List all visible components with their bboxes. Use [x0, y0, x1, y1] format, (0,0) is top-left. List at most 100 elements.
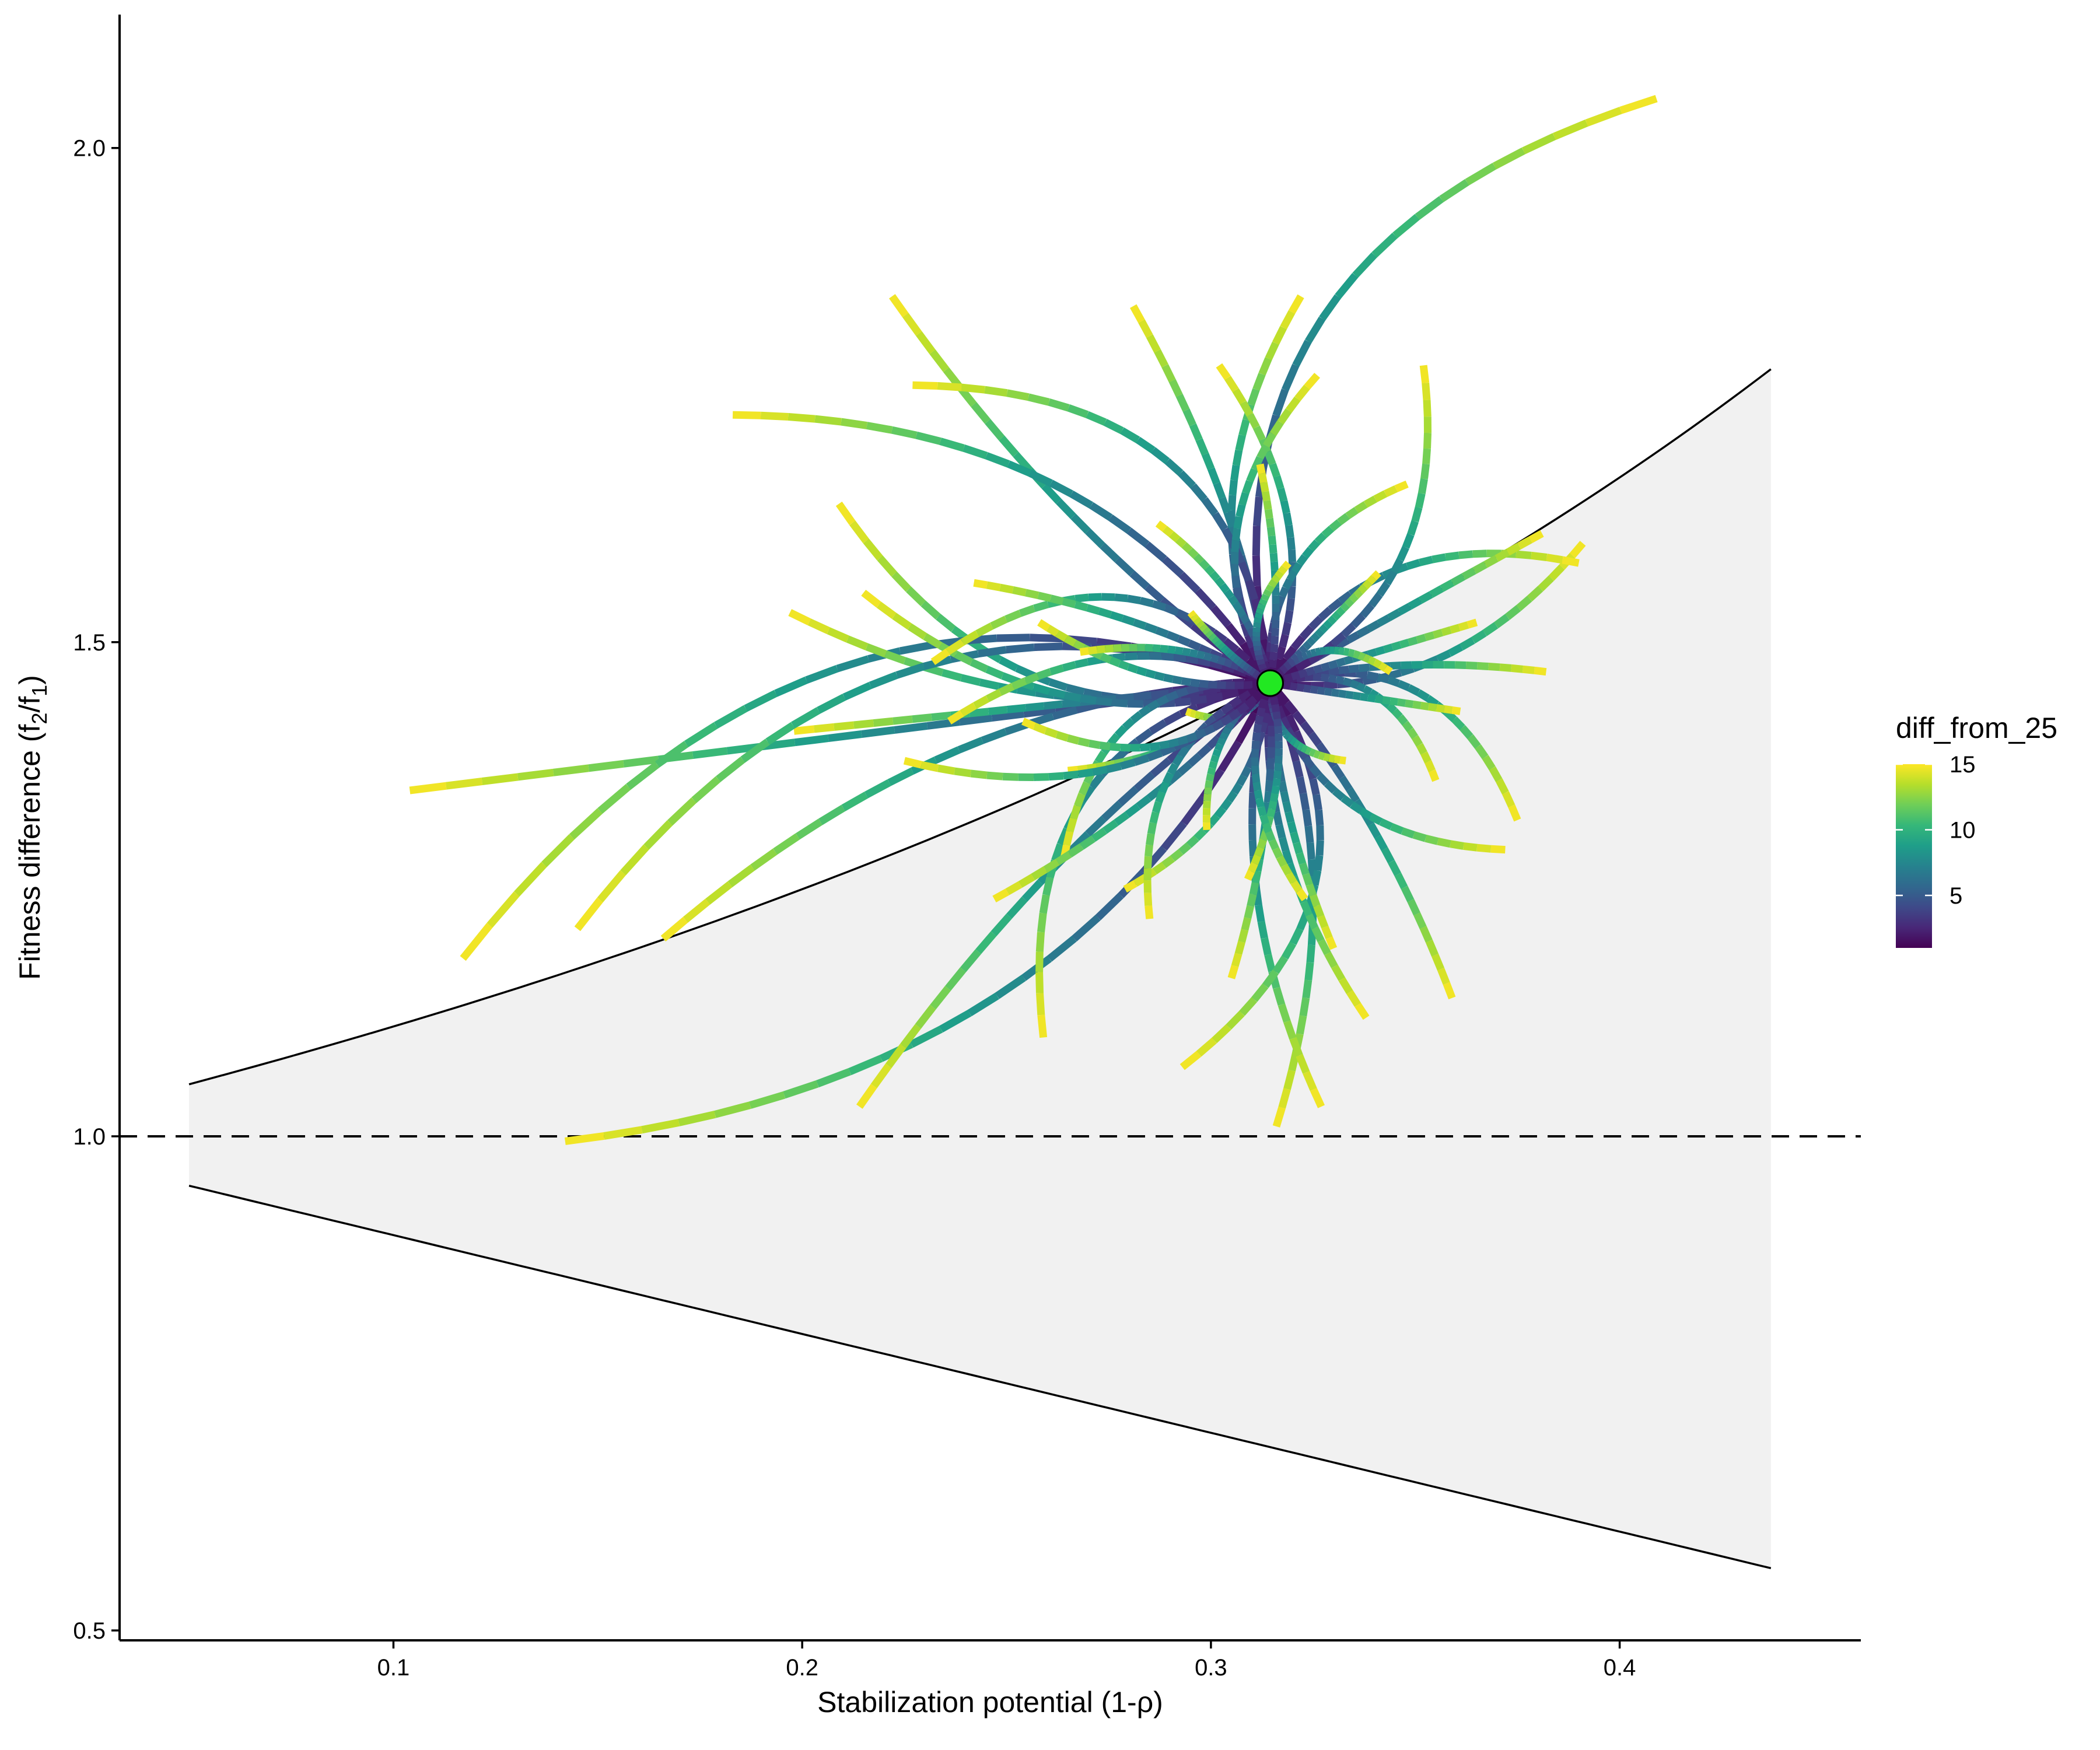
trajectory-segment	[1340, 602, 1350, 612]
trajectory-segment	[1194, 710, 1201, 719]
trajectory-segment	[1280, 500, 1290, 514]
trajectory-segment	[1187, 547, 1199, 559]
trajectory-segment	[1268, 659, 1277, 668]
trajectory-segment	[1397, 603, 1412, 615]
trajectory-segment	[1253, 723, 1262, 733]
trajectory-segment	[1168, 531, 1181, 542]
trajectory-segment	[1021, 718, 1036, 730]
trajectory-segment	[1273, 986, 1286, 1006]
trajectory-segment	[1278, 836, 1290, 852]
trajectory-segment	[1088, 772, 1105, 790]
trajectory-segment	[1302, 640, 1312, 650]
trajectory-segment	[1356, 625, 1370, 638]
trajectory-segment	[1062, 597, 1076, 608]
trajectory-segment	[1114, 724, 1128, 738]
trajectory-segment	[929, 349, 950, 372]
trajectory-segment	[1381, 847, 1395, 864]
trajectory-segment	[1508, 804, 1521, 822]
trajectory-segment	[1495, 778, 1509, 794]
trajectory-segment	[1070, 804, 1082, 820]
trajectory-segment	[876, 601, 897, 620]
trajectory-segment	[1150, 757, 1172, 778]
trajectory-segment	[1176, 687, 1189, 698]
trajectory-segment	[1041, 483, 1062, 504]
trajectory-segment	[1321, 673, 1329, 682]
trajectory-segment	[1166, 690, 1179, 702]
trajectory-segment	[1163, 772, 1174, 785]
trajectory-segment	[1099, 741, 1111, 751]
trajectory-segment	[1100, 653, 1112, 664]
trajectory-segment	[1226, 1010, 1245, 1030]
trajectory-segment	[1256, 444, 1270, 460]
trajectory-segment	[1016, 686, 1037, 697]
colorbar	[1896, 764, 1932, 948]
trajectory-segment	[1175, 394, 1190, 412]
trajectory-segment	[1390, 697, 1399, 706]
trajectory-segment	[1282, 645, 1297, 662]
trajectory-segment	[1043, 859, 1060, 873]
trajectory-segment	[1062, 698, 1081, 708]
trajectory-segment	[1306, 842, 1315, 860]
trajectory-segment	[945, 967, 967, 991]
trajectory-segment	[1087, 656, 1101, 666]
trajectory-segment	[1196, 620, 1205, 629]
trajectory-segment	[1136, 795, 1152, 810]
trajectory-segment	[1331, 611, 1342, 621]
trajectory-segment	[1161, 364, 1176, 383]
trajectory-segment	[1223, 589, 1234, 600]
trajectory-segment	[1407, 520, 1419, 536]
trajectory-segment	[903, 757, 922, 769]
trajectory-segment	[1272, 1106, 1286, 1128]
trajectory-segment	[1251, 765, 1259, 774]
trajectory-segment	[1163, 673, 1174, 683]
trajectory-segment	[623, 755, 659, 768]
trajectory-segment	[816, 1068, 852, 1088]
trajectory-segment	[1412, 735, 1423, 747]
trajectory-segment	[1402, 720, 1413, 733]
trajectory-segment	[1306, 636, 1317, 646]
trajectory-segment	[1362, 653, 1371, 663]
trajectory-segment	[1416, 743, 1427, 755]
trajectory-segment	[1461, 567, 1476, 580]
trajectory-segment	[1133, 754, 1150, 766]
trajectory-segment	[1182, 408, 1196, 427]
trajectory-segment	[1220, 702, 1234, 715]
trajectory-segment	[692, 747, 728, 759]
trajectory-segment	[1271, 704, 1280, 713]
trajectory-segment	[887, 767, 915, 786]
trajectory-segment	[1304, 962, 1314, 981]
trajectory-segment	[1077, 764, 1088, 774]
trajectory-segment	[1208, 467, 1220, 485]
trajectory-segment	[884, 650, 907, 664]
trajectory-line	[1269, 679, 1461, 715]
trajectory-segment	[1521, 133, 1556, 155]
trajectory-segment	[1294, 384, 1310, 401]
trajectory-segment	[1314, 855, 1324, 872]
trajectory-segment	[1399, 638, 1410, 649]
trajectory-segment	[1055, 630, 1068, 642]
trajectory-segment	[1334, 646, 1340, 655]
trajectory-segment	[1113, 644, 1122, 652]
trajectory-segment	[1331, 688, 1340, 698]
trajectory-segment	[569, 808, 603, 840]
trajectory-segment	[1121, 614, 1135, 626]
trajectory-segment	[1011, 677, 1027, 690]
trajectory-segment	[1152, 862, 1166, 875]
trajectory-segment	[1166, 631, 1180, 642]
trajectory-segment	[1249, 881, 1259, 895]
trajectory-segment	[1101, 800, 1123, 821]
trajectory-segment	[1231, 540, 1240, 553]
trajectory-segment	[1284, 700, 1298, 716]
trajectory-segment	[1383, 643, 1394, 653]
trajectory-segment	[1418, 478, 1428, 495]
trajectory-segment	[1231, 528, 1241, 541]
trajectory-segment	[1103, 418, 1124, 435]
trajectory-segment	[1368, 813, 1383, 825]
trajectory-segment	[1437, 968, 1450, 985]
trajectory-segment	[1086, 763, 1097, 772]
trajectory-segment	[998, 682, 1015, 696]
trajectory-segment	[1074, 658, 1089, 668]
trajectory-segment	[1282, 849, 1293, 865]
trajectory-segment	[460, 923, 493, 961]
trajectory-segment	[1310, 632, 1321, 642]
